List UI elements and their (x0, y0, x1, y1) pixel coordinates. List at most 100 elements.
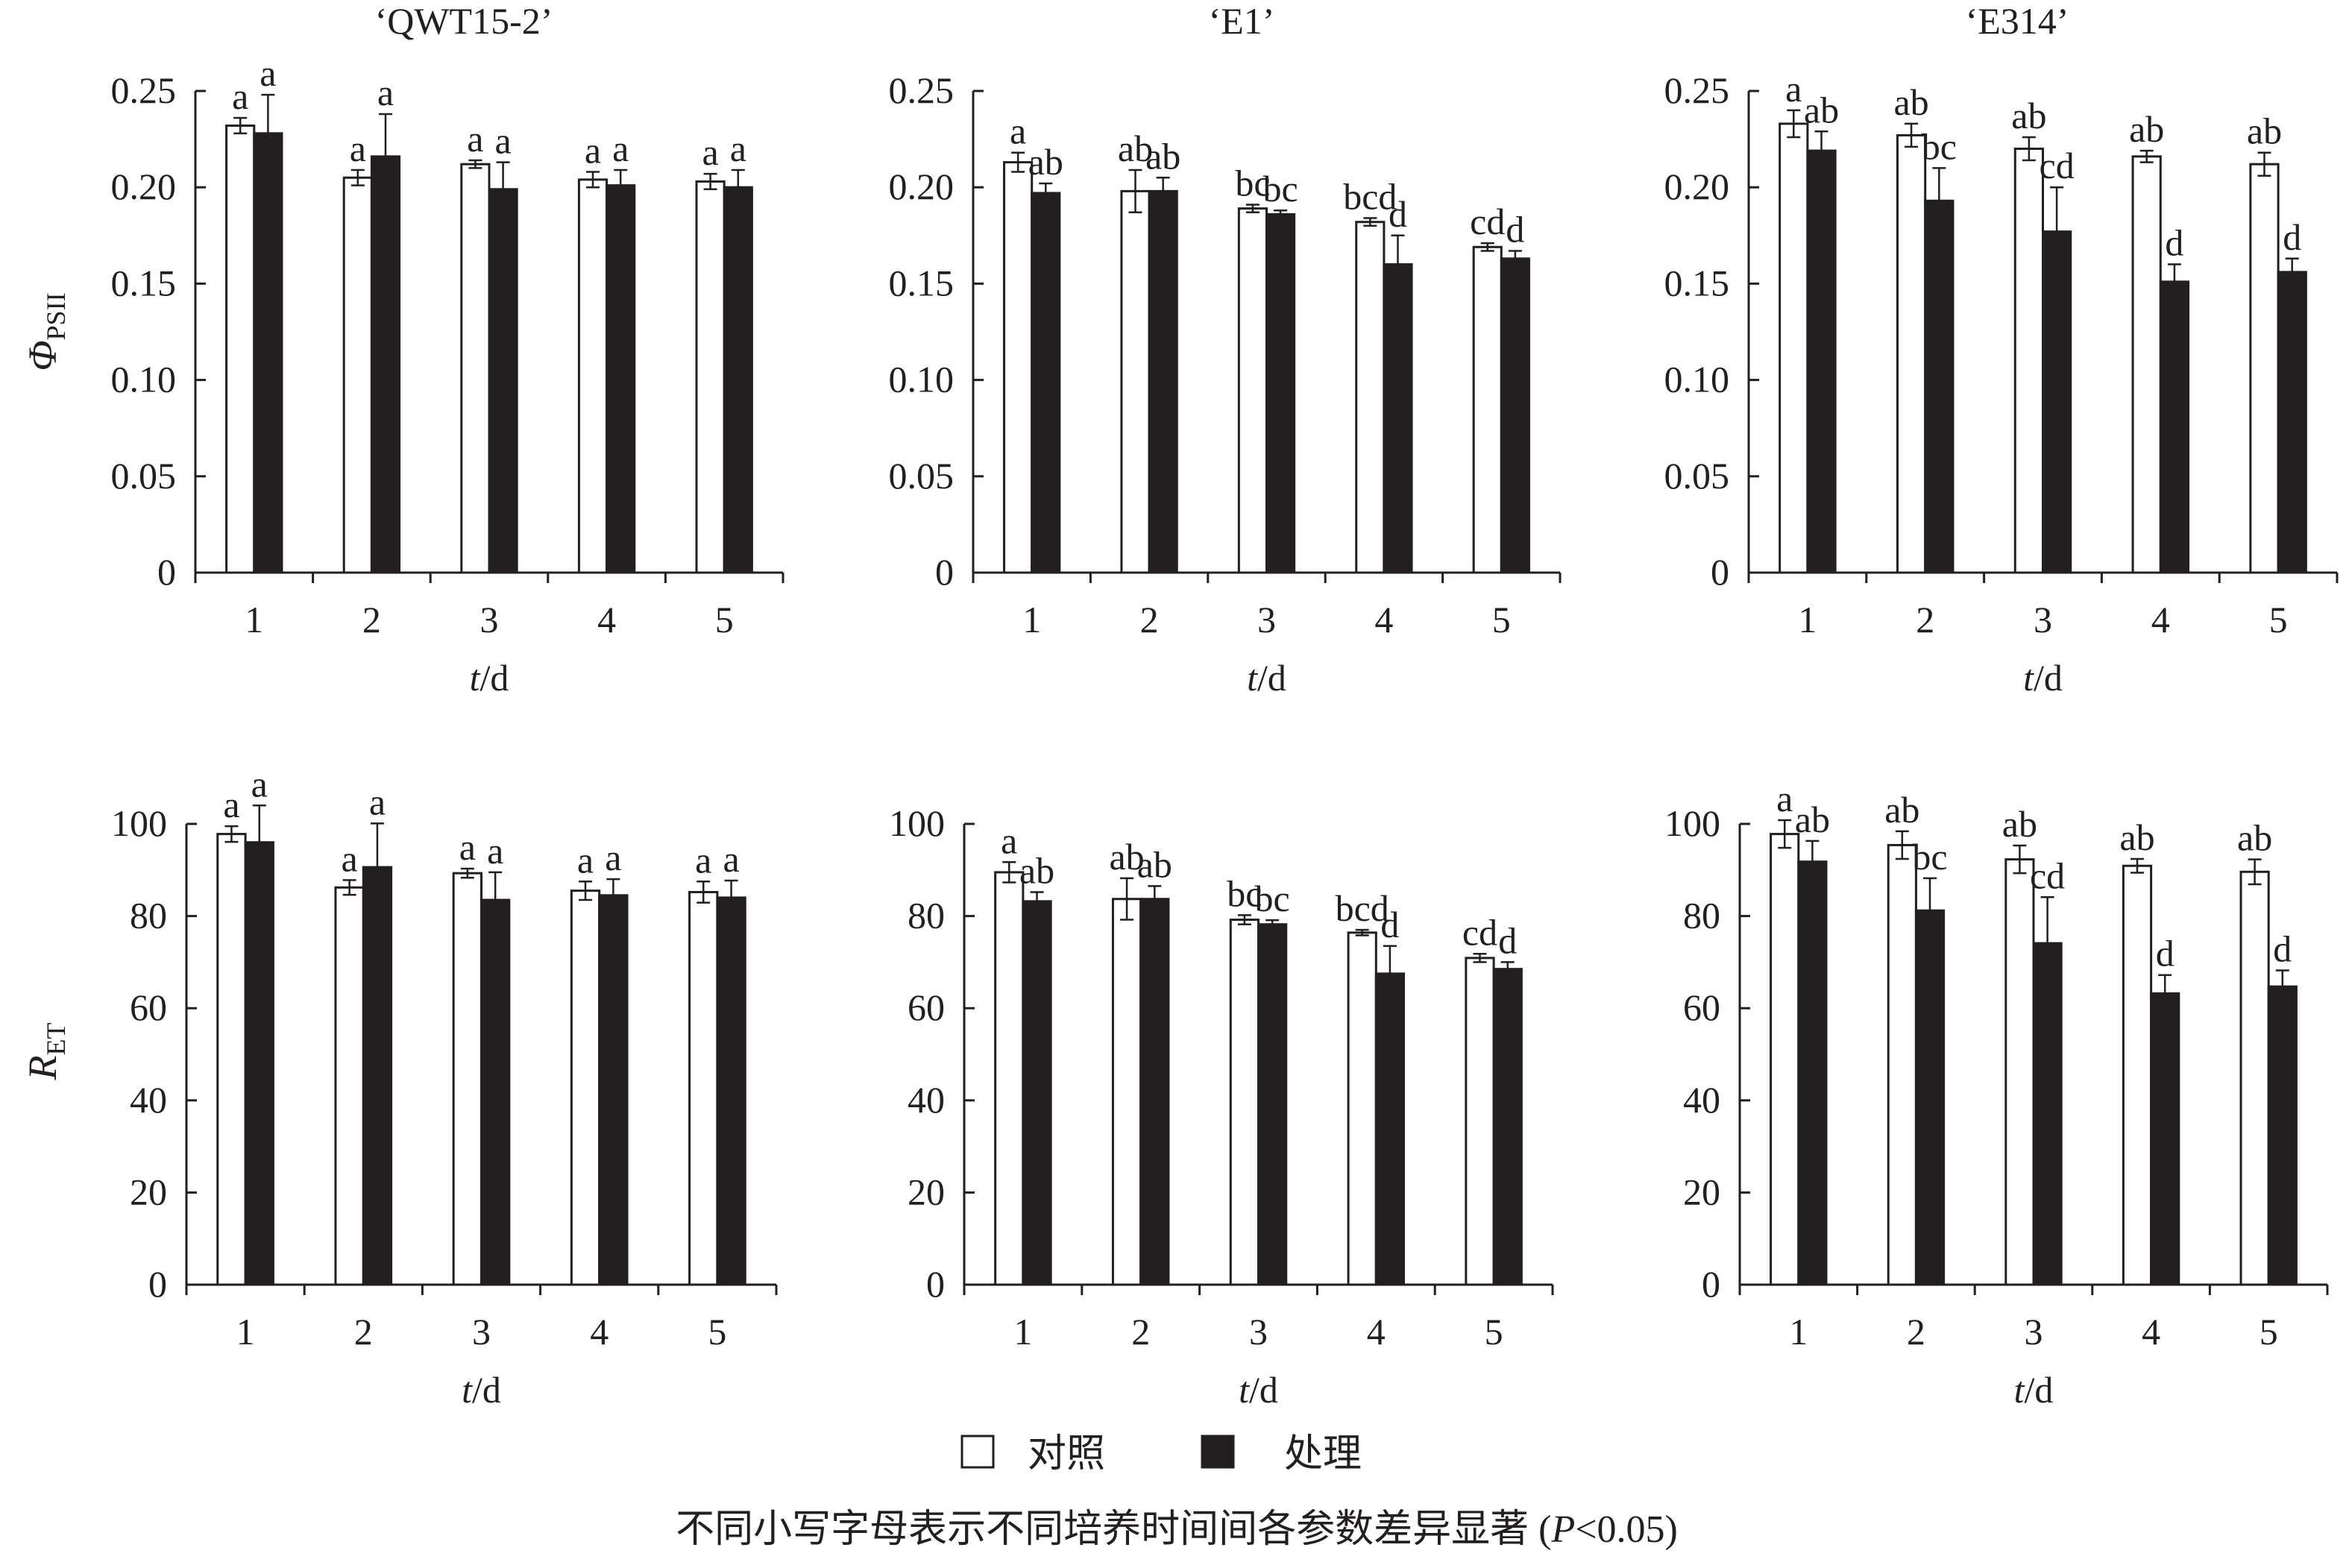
error-bar (1480, 242, 1494, 252)
x-tick-label: 5 (1492, 599, 1511, 640)
significance-label: a (1776, 778, 1793, 819)
significance-label: a (1785, 68, 1802, 110)
footnote: 不同小写字母表示不同培养时间间各参数差异显著 (P<0.05) (676, 1508, 1678, 1551)
bar-treatment (716, 896, 746, 1286)
x-axis-label: t/d (2014, 1369, 2054, 1411)
x-axis-label: t/d (462, 1369, 501, 1411)
bar-control (216, 833, 247, 1286)
x-tick-label: 5 (715, 599, 734, 640)
bar-treatment (253, 132, 283, 574)
error-bar (1002, 861, 1016, 884)
x-axis-label: t/d (1239, 1369, 1278, 1411)
significance-label: a (585, 130, 601, 171)
legend-label-control: 对照 (1028, 1433, 1105, 1476)
error-bar (724, 879, 738, 916)
significance-label: d (2156, 933, 2175, 975)
significance-label: bcd (1343, 176, 1397, 218)
bar-treatment (370, 155, 401, 574)
error-bar (342, 879, 356, 896)
y-tick-label: 0.10 (111, 359, 177, 400)
significance-label: ab (2002, 803, 2037, 845)
significance-label: a (577, 839, 594, 881)
error-bar (1039, 182, 1053, 204)
x-tick-label: 2 (354, 1311, 373, 1353)
bar-treatment (244, 841, 274, 1286)
x-tick-label: 5 (708, 1311, 726, 1353)
y-axis-label-main: Φ (20, 340, 65, 371)
x-axis-label: t/d (1247, 657, 1286, 699)
x-axis-label: t/d (470, 657, 509, 699)
error-bar (350, 169, 365, 186)
legend-label-treatment: 处理 (1284, 1433, 1362, 1476)
error-bar (2158, 974, 2172, 1013)
legend-swatch-control (960, 1435, 995, 1469)
bar-control (2004, 858, 2035, 1286)
x-tick-label: 1 (1789, 1311, 1808, 1353)
x-axis-label-var: t (1239, 1369, 1250, 1411)
x-axis-label-unit: /d (480, 657, 509, 699)
y-tick-label: 0 (926, 1263, 945, 1305)
significance-label: cd (1470, 201, 1505, 242)
significance-label: ab (1019, 849, 1054, 891)
bar-control (1887, 843, 1917, 1286)
x-tick-label: 1 (1022, 599, 1041, 640)
bar-treatment (2032, 942, 2063, 1286)
error-bar (1905, 122, 1919, 148)
error-bar (1011, 151, 1025, 173)
error-bar (2275, 969, 2289, 1004)
x-tick-label: 2 (1140, 599, 1159, 640)
y-tick-label: 60 (908, 986, 945, 1028)
x-axis-label-var: t (1247, 657, 1258, 699)
significance-label: bc (1912, 836, 1947, 878)
significance-label: bc (1235, 162, 1270, 204)
significance-label: bc (1227, 872, 1262, 914)
x-axis-label-unit: /d (1257, 657, 1286, 699)
bar-control (1111, 898, 1142, 1286)
significance-label: a (377, 72, 394, 113)
bar-control (1355, 221, 1386, 574)
significance-label: a (342, 837, 358, 879)
error-bar (1508, 250, 1522, 268)
bar-control (695, 180, 726, 574)
x-tick-label: 2 (1907, 1311, 1925, 1353)
bar-treatment (1148, 189, 1178, 574)
y-tick-label: 0.15 (889, 262, 955, 303)
significance-label: ab (1804, 89, 1839, 130)
significance-label: a (251, 763, 268, 805)
bar-treatment (1374, 972, 1406, 1286)
significance-label: ab (1893, 81, 1928, 123)
bar-control (1770, 833, 1800, 1286)
x-tick-label: 1 (1013, 1311, 1032, 1353)
y-tick-label: 60 (1683, 986, 1720, 1028)
bar-treatment (1022, 900, 1052, 1286)
error-bar (233, 116, 248, 135)
y-axis-label: RET (20, 1023, 71, 1081)
significance-label: ab (1028, 141, 1063, 183)
y-tick-label: 0.15 (1664, 262, 1730, 303)
bar-control (994, 871, 1025, 1286)
significance-label: ab (2247, 110, 2282, 152)
significance-label: d (2283, 216, 2301, 258)
bar-treatment (2042, 230, 2072, 574)
significance-label: bc (1262, 168, 1298, 210)
x-tick-label: 2 (362, 599, 381, 640)
bar-treatment (1139, 898, 1170, 1286)
error-bar (1787, 109, 1801, 139)
significance-label: d (1506, 208, 1524, 250)
x-tick-label: 1 (236, 1311, 255, 1353)
chart-title: ‘E314’ (1966, 0, 2069, 42)
bar-control (452, 872, 482, 1286)
bar-control (2249, 163, 2280, 574)
x-axis-label-var: t (470, 657, 481, 699)
error-bar (2040, 896, 2054, 991)
x-axis-label: t/d (2023, 657, 2063, 699)
x-tick-label: 4 (2142, 1311, 2160, 1353)
error-bar (2257, 151, 2271, 177)
bar-treatment (2159, 280, 2190, 574)
error-bar (1030, 891, 1044, 912)
bar-treatment (1383, 263, 1413, 574)
bar-treatment (480, 898, 511, 1286)
